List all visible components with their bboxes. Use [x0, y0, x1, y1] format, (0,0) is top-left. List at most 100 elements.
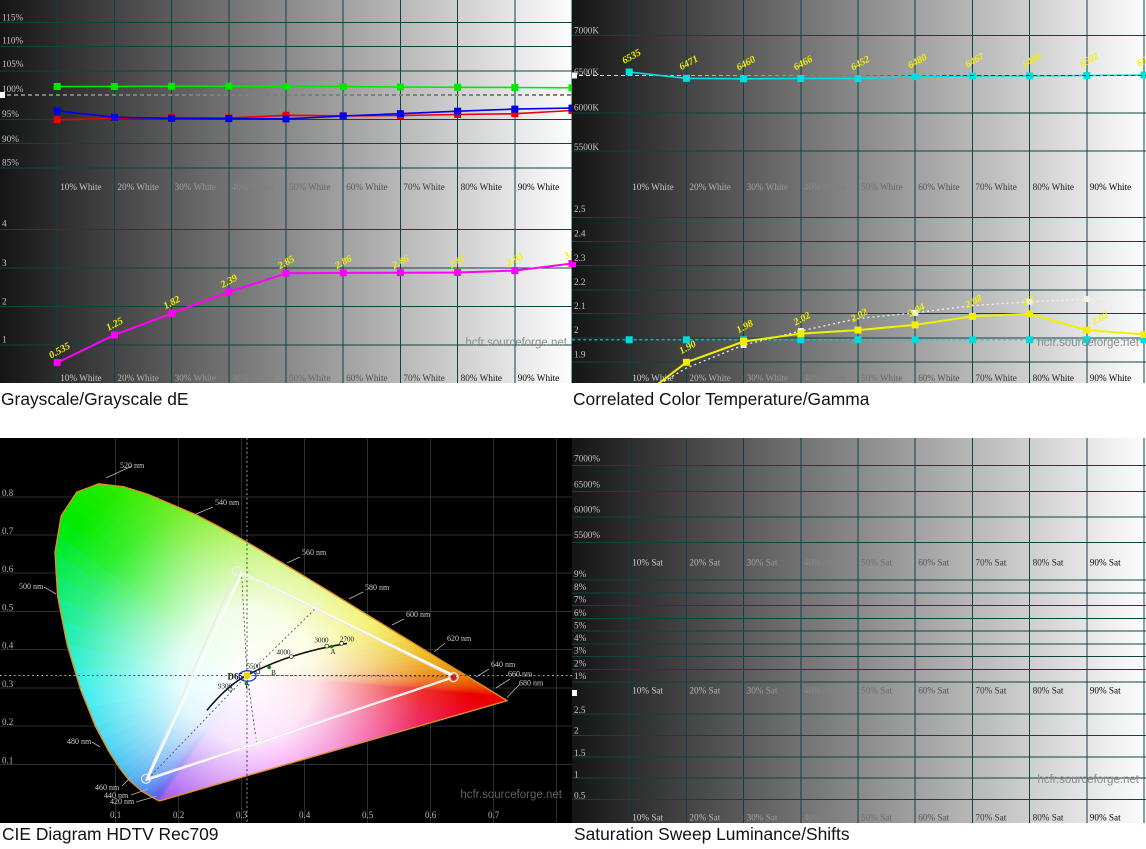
- svg-text:1: 1: [574, 770, 579, 780]
- svg-text:10% White: 10% White: [60, 373, 101, 383]
- svg-text:60% Sat: 60% Sat: [918, 813, 949, 823]
- svg-text:60% White: 60% White: [346, 182, 387, 192]
- svg-text:30% Sat: 30% Sat: [747, 558, 778, 568]
- svg-text:0.2: 0.2: [173, 810, 184, 820]
- svg-text:50% White: 50% White: [861, 182, 902, 192]
- svg-text:50% White: 50% White: [289, 373, 330, 383]
- svg-text:6000K: 6000K: [574, 103, 599, 113]
- svg-text:110%: 110%: [2, 36, 23, 46]
- svg-text:30% White: 30% White: [175, 373, 216, 383]
- svg-text:600 nm: 600 nm: [406, 610, 431, 619]
- svg-text:4: 4: [2, 219, 7, 229]
- svg-text:3%: 3%: [574, 645, 587, 655]
- svg-text:1.9: 1.9: [574, 350, 586, 360]
- svg-text:40% Sat: 40% Sat: [804, 813, 835, 823]
- svg-text:60% White: 60% White: [918, 182, 959, 192]
- svg-text:2.2: 2.2: [574, 277, 586, 287]
- svg-text:A: A: [330, 648, 335, 656]
- svg-text:50% White: 50% White: [289, 182, 330, 192]
- svg-text:100%: 100%: [2, 84, 24, 94]
- svg-text:80% White: 80% White: [1033, 373, 1074, 383]
- svg-text:80% White: 80% White: [1033, 182, 1074, 192]
- svg-text:105%: 105%: [2, 59, 24, 69]
- svg-text:2%: 2%: [574, 658, 587, 668]
- svg-text:500 nm: 500 nm: [19, 582, 44, 591]
- svg-text:60% White: 60% White: [346, 373, 387, 383]
- svg-text:60% Sat: 60% Sat: [918, 558, 949, 568]
- svg-text:20% Sat: 20% Sat: [689, 813, 720, 823]
- svg-text:0.7: 0.7: [2, 526, 14, 536]
- svg-text:10% White: 10% White: [632, 373, 673, 383]
- svg-text:0.7: 0.7: [488, 810, 500, 820]
- svg-text:540 nm: 540 nm: [215, 498, 240, 507]
- svg-text:0.6: 0.6: [2, 564, 14, 574]
- svg-text:560 nm: 560 nm: [302, 548, 327, 557]
- svg-text:hcfr.sourceforge.net: hcfr.sourceforge.net: [1037, 337, 1139, 349]
- svg-text:0.1: 0.1: [110, 810, 121, 820]
- svg-text:440 nm: 440 nm: [104, 791, 129, 800]
- svg-text:6%: 6%: [574, 608, 587, 618]
- svg-text:0.3: 0.3: [236, 810, 248, 820]
- svg-text:2: 2: [574, 325, 579, 335]
- svg-text:2.5: 2.5: [574, 705, 586, 715]
- svg-text:10% White: 10% White: [632, 182, 673, 192]
- svg-text:2: 2: [574, 726, 579, 736]
- svg-text:20% White: 20% White: [689, 373, 730, 383]
- svg-text:0.4: 0.4: [299, 810, 311, 820]
- svg-text:90%: 90%: [2, 134, 19, 144]
- svg-text:40% White: 40% White: [232, 373, 273, 383]
- svg-text:10% Sat: 10% Sat: [632, 558, 663, 568]
- svg-text:80% White: 80% White: [461, 182, 502, 192]
- svg-text:0.5: 0.5: [2, 603, 14, 613]
- svg-text:70% White: 70% White: [975, 182, 1016, 192]
- svg-text:hcfr.sourceforge.net: hcfr.sourceforge.net: [460, 789, 562, 801]
- svg-text:1.5: 1.5: [574, 748, 586, 758]
- svg-text:hcfr.sourceforge.net: hcfr.sourceforge.net: [465, 337, 567, 349]
- svg-text:40% Sat: 40% Sat: [804, 686, 835, 696]
- svg-text:90% White: 90% White: [1090, 373, 1131, 383]
- svg-text:80% White: 80% White: [461, 373, 502, 383]
- svg-text:60% White: 60% White: [918, 373, 959, 383]
- svg-text:680 nm: 680 nm: [519, 679, 544, 688]
- svg-text:30% White: 30% White: [747, 373, 788, 383]
- svg-text:4000: 4000: [277, 649, 292, 657]
- svg-text:90% White: 90% White: [518, 373, 559, 383]
- svg-text:420 nm: 420 nm: [110, 797, 135, 806]
- svg-text:10% Sat: 10% Sat: [632, 813, 663, 823]
- svg-text:20% White: 20% White: [117, 182, 158, 192]
- svg-text:65: 65: [1135, 55, 1146, 69]
- svg-text:50% Sat: 50% Sat: [861, 558, 892, 568]
- svg-text:70% White: 70% White: [403, 182, 444, 192]
- svg-text:30% Sat: 30% Sat: [747, 813, 778, 823]
- svg-text:85%: 85%: [2, 158, 19, 168]
- svg-text:520 nm: 520 nm: [120, 461, 145, 470]
- svg-text:2700: 2700: [340, 636, 355, 644]
- svg-text:50% Sat: 50% Sat: [861, 813, 892, 823]
- svg-text:70% Sat: 70% Sat: [975, 813, 1006, 823]
- svg-text:3.10: 3.10: [561, 244, 572, 263]
- svg-text:B: B: [271, 669, 276, 677]
- svg-text:0.8: 0.8: [2, 488, 14, 498]
- svg-text:9300: 9300: [218, 683, 233, 691]
- svg-text:70% White: 70% White: [403, 373, 444, 383]
- svg-text:6000%: 6000%: [574, 505, 600, 515]
- svg-text:0.2: 0.2: [2, 717, 13, 727]
- svg-text:2: 2: [2, 296, 7, 306]
- svg-text:20% White: 20% White: [117, 373, 158, 383]
- svg-text:580 nm: 580 nm: [365, 583, 390, 592]
- svg-text:80% Sat: 80% Sat: [1033, 813, 1064, 823]
- svg-text:20% White: 20% White: [689, 182, 730, 192]
- svg-text:80% Sat: 80% Sat: [1033, 686, 1064, 696]
- svg-text:50% White: 50% White: [861, 373, 902, 383]
- svg-text:5500: 5500: [247, 663, 262, 671]
- svg-text:2.3: 2.3: [574, 253, 586, 263]
- svg-text:70% Sat: 70% Sat: [975, 686, 1006, 696]
- svg-text:10% White: 10% White: [60, 182, 101, 192]
- svg-text:20% Sat: 20% Sat: [689, 558, 720, 568]
- svg-text:480 nm: 480 nm: [67, 737, 92, 746]
- svg-text:C: C: [246, 684, 251, 692]
- svg-text:6500K: 6500K: [574, 67, 599, 77]
- svg-text:hcfr.sourceforge.net: hcfr.sourceforge.net: [1037, 774, 1139, 786]
- svg-text:40% White: 40% White: [232, 182, 273, 192]
- svg-text:7000K: 7000K: [574, 26, 599, 36]
